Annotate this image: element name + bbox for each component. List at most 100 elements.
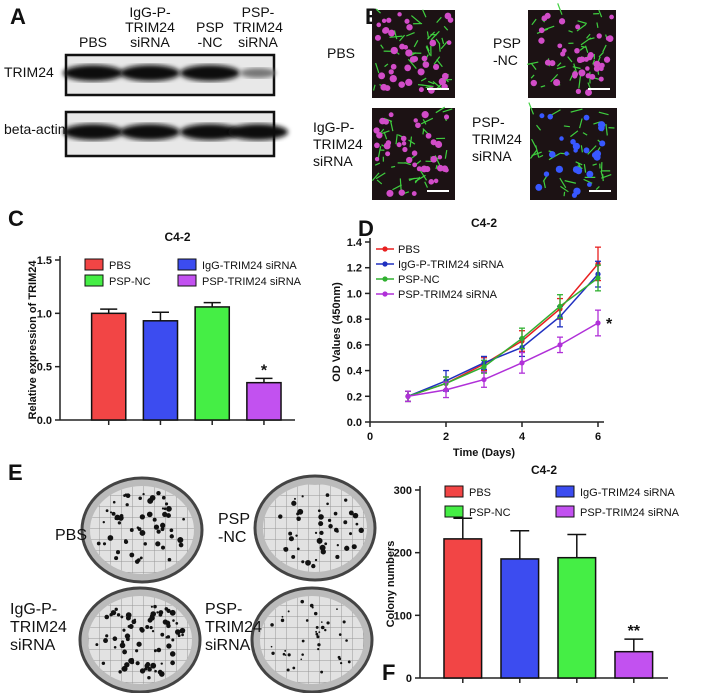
cell-nucleus <box>438 77 447 86</box>
label: PBS <box>79 34 107 50</box>
cell-nucleus <box>559 136 564 141</box>
cell-nucleus <box>598 76 604 82</box>
cell-nucleus <box>420 165 428 173</box>
colony <box>311 606 314 609</box>
cell-fiber <box>432 80 443 90</box>
colony <box>107 535 114 541</box>
legend-label: PBS <box>469 487 491 499</box>
colony <box>326 621 330 625</box>
cell-nucleus <box>409 56 417 63</box>
label: TRIM24 <box>233 19 283 35</box>
point <box>519 335 525 342</box>
cell-fiber <box>436 59 443 68</box>
cell-fiber <box>598 9 603 18</box>
cell-nucleus <box>418 87 424 93</box>
point <box>405 393 411 399</box>
cell-nucleus <box>374 34 381 41</box>
colony <box>139 556 143 560</box>
cell-nucleus <box>538 37 545 44</box>
colony <box>318 514 324 520</box>
cell-fiber <box>442 108 453 113</box>
legend-label: IgG-TRIM24 siRNA <box>202 260 297 272</box>
annotation: * <box>606 316 613 333</box>
y-tick-label: 1.2 <box>347 263 362 275</box>
cell-fiber <box>560 185 569 193</box>
colony <box>358 527 364 534</box>
cell-nucleus <box>593 60 601 68</box>
colony <box>352 512 359 519</box>
cell-fiber <box>376 179 383 185</box>
colony <box>270 623 274 627</box>
cell-fiber <box>438 44 441 52</box>
label: siRNA <box>10 637 56 654</box>
cell-nucleus <box>548 151 556 158</box>
cell-fiber <box>428 80 435 85</box>
legend-swatch <box>177 258 197 271</box>
point <box>595 275 601 281</box>
cell-fiber <box>598 51 604 58</box>
cell-nucleus <box>441 72 449 80</box>
colony <box>112 636 118 642</box>
cell-nucleus <box>390 46 398 55</box>
colony <box>338 633 342 637</box>
cell-nucleus <box>382 27 389 34</box>
colony <box>129 552 135 558</box>
label: -NC <box>493 52 518 68</box>
colony <box>103 638 108 644</box>
cell-fiber <box>583 164 587 173</box>
colony <box>175 629 181 635</box>
cell-fiber <box>528 102 535 115</box>
cell-nucleus <box>606 35 614 42</box>
colony <box>161 545 166 550</box>
cell-nucleus <box>609 14 614 20</box>
blot-band <box>228 124 288 140</box>
cell-nucleus <box>572 73 578 79</box>
cell-nucleus <box>385 151 391 157</box>
cell-nucleus <box>547 113 554 120</box>
colony <box>149 625 153 630</box>
cell-fiber <box>556 65 566 70</box>
cell-nucleus <box>388 29 395 37</box>
bar <box>557 556 597 679</box>
colony <box>301 495 304 498</box>
colony <box>119 642 126 649</box>
cell-fiber <box>543 180 546 189</box>
point <box>443 387 449 393</box>
cell-fiber <box>372 84 376 91</box>
colony <box>155 541 161 547</box>
cell-fiber <box>406 31 415 37</box>
colony <box>105 634 109 638</box>
cell-nucleus <box>430 155 438 163</box>
colony <box>311 563 316 569</box>
label: PSP- <box>472 114 505 130</box>
colony <box>125 612 132 618</box>
cell-fiber <box>404 161 411 166</box>
cell-fiber <box>436 16 442 23</box>
panel-letter: E <box>8 460 23 485</box>
colony <box>111 511 116 516</box>
colony <box>301 653 304 656</box>
cell-fiber <box>375 8 381 14</box>
colony <box>286 668 290 672</box>
colony <box>172 619 175 622</box>
colony <box>160 662 163 665</box>
label: PSP- <box>242 4 275 20</box>
colony <box>139 668 146 674</box>
colony <box>124 493 128 496</box>
colony <box>114 607 118 611</box>
label: IgG-P- <box>10 601 57 618</box>
cell-nucleus <box>405 49 413 57</box>
label: TRIM24 <box>205 619 262 636</box>
cell-fiber <box>377 146 382 158</box>
cell-nucleus <box>425 132 432 139</box>
colony <box>347 660 351 664</box>
label: siRNA <box>472 148 512 164</box>
cell-fiber <box>399 178 402 191</box>
panel-letter: C <box>8 206 24 231</box>
cell-nucleus <box>374 142 380 149</box>
y-tick-label: 1.0 <box>347 288 362 300</box>
cell-fiber <box>410 15 422 24</box>
colony <box>156 647 162 653</box>
label: TRIM24 <box>313 136 363 152</box>
colony <box>301 639 305 643</box>
